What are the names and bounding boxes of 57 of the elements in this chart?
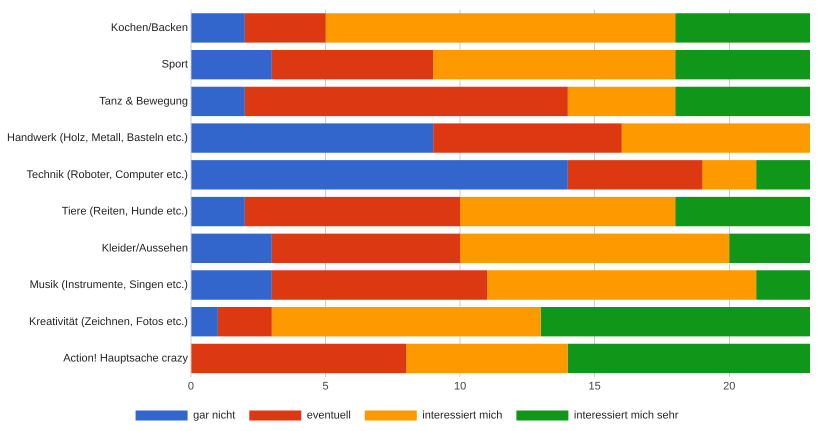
y-tick-label: Action! Hauptsache crazy xyxy=(63,352,188,364)
bar xyxy=(568,344,810,374)
bar xyxy=(675,13,810,43)
bar xyxy=(433,50,676,80)
y-tick-label: Tanz & Bewegung xyxy=(99,95,188,108)
bar xyxy=(433,123,622,153)
bar xyxy=(675,196,810,226)
bar xyxy=(675,86,810,116)
bar xyxy=(675,50,810,80)
y-tick-label: Handwerk (Holz, Metall, Basteln etc.) xyxy=(7,132,188,144)
legend-label: interessiert mich xyxy=(422,410,502,422)
bar xyxy=(244,196,460,226)
x-tick-label: 20 xyxy=(723,380,736,392)
bar xyxy=(326,13,676,43)
bar xyxy=(272,234,460,263)
bar xyxy=(191,86,245,116)
y-tick-label: Sport xyxy=(162,58,188,71)
bar xyxy=(191,13,245,43)
y-tick-label: Kochen/Backen xyxy=(110,22,188,34)
y-tick-label: Kreativität (Zeichnen, Fotos etc.) xyxy=(29,316,188,328)
bar xyxy=(729,234,810,263)
bar xyxy=(540,307,810,336)
bar xyxy=(218,307,272,336)
bar xyxy=(406,344,568,374)
bar xyxy=(244,13,326,43)
bar xyxy=(191,344,406,374)
bar xyxy=(244,86,568,116)
bar xyxy=(622,123,810,153)
bar xyxy=(272,270,488,300)
y-tick-label: Tiere (Reiten, Hunde etc.) xyxy=(62,206,188,218)
bar xyxy=(191,270,272,300)
y-tick-label: Musik (Instrumente, Singen etc.) xyxy=(30,279,188,292)
bar xyxy=(487,270,756,300)
y-tick-label: Kleider/Aussehen xyxy=(102,242,188,254)
bar xyxy=(191,50,272,80)
x-tick-label: 5 xyxy=(322,380,329,392)
legend-label: gar nicht xyxy=(193,410,236,422)
bar xyxy=(191,123,434,153)
bar xyxy=(191,160,568,190)
bar xyxy=(460,196,676,226)
y-tick-label: Technik (Roboter, Computer etc.) xyxy=(26,168,188,181)
x-tick-label: 15 xyxy=(588,380,601,392)
bar xyxy=(756,160,810,190)
bar xyxy=(756,270,810,300)
bar xyxy=(272,307,541,336)
bar xyxy=(191,196,245,226)
bar xyxy=(568,160,702,190)
legend-label: eventuell xyxy=(306,410,351,422)
bar xyxy=(460,234,730,263)
x-tick-label: 10 xyxy=(454,380,466,392)
bar xyxy=(272,50,434,80)
bar xyxy=(191,307,218,336)
legend-label: interessiert mich sehr xyxy=(574,410,679,422)
x-tick-label: 0 xyxy=(188,380,194,392)
bar xyxy=(568,86,676,116)
bar xyxy=(191,234,272,263)
bar xyxy=(702,160,756,190)
